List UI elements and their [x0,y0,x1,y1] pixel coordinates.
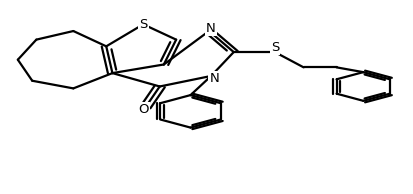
Text: O: O [138,103,148,116]
Text: N: N [209,72,219,85]
Text: N: N [206,22,216,35]
Text: S: S [139,18,147,31]
Text: S: S [270,41,278,54]
